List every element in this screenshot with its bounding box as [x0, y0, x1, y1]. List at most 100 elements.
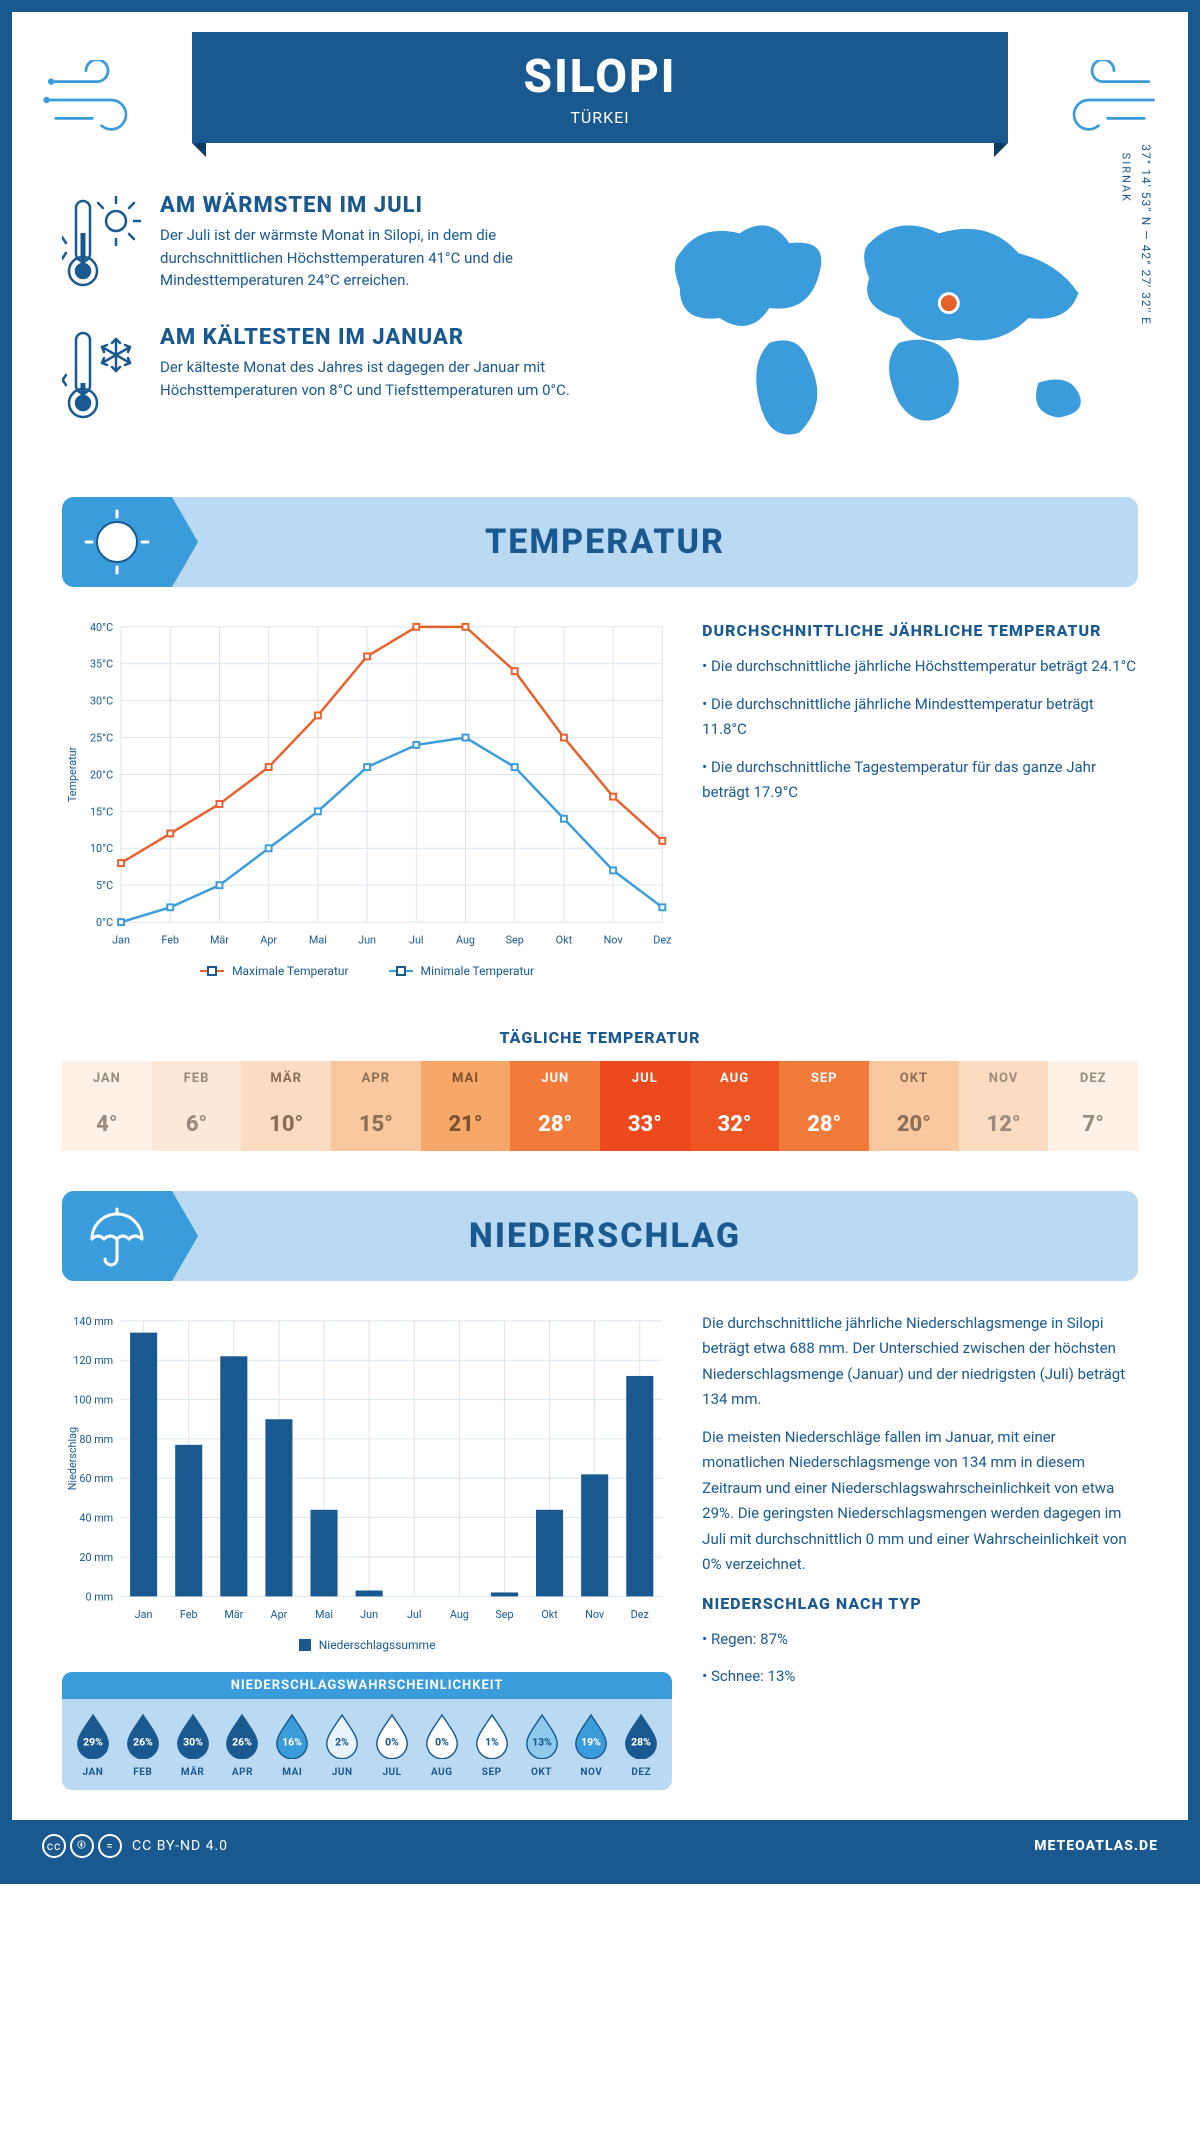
svg-text:Nov: Nov: [585, 1608, 605, 1621]
temp-text-title: DURCHSCHNITTLICHE JÄHRLICHE TEMPERATUR: [702, 617, 1138, 644]
precip-paragraph: Die meisten Niederschläge fallen im Janu…: [702, 1425, 1138, 1578]
precip-type-bullet: • Regen: 87%: [702, 1627, 1138, 1653]
svg-text:Apr: Apr: [271, 1608, 288, 1621]
precip-drop: 0%AUG: [417, 1711, 467, 1778]
svg-text:20 mm: 20 mm: [79, 1551, 113, 1564]
svg-text:Dez: Dez: [653, 934, 671, 947]
svg-text:28%: 28%: [631, 1735, 651, 1748]
precipitation-bar-chart: 0 mm20 mm40 mm60 mm80 mm100 mm120 mm140 …: [62, 1311, 672, 1626]
svg-text:140 mm: 140 mm: [73, 1314, 113, 1327]
svg-text:1%: 1%: [485, 1735, 499, 1748]
coordinates: 37° 14' 53'' N — 42° 27' 32'' E: [1139, 144, 1153, 325]
warmest-fact: AM WÄRMSTEN IM JULI Der Juli ist der wär…: [62, 193, 610, 297]
svg-text:Nov: Nov: [604, 934, 624, 947]
svg-text:Niederschlag: Niederschlag: [66, 1427, 79, 1490]
svg-text:Sep: Sep: [495, 1608, 513, 1621]
temp-bullet: • Die durchschnittliche Tagestemperatur …: [702, 755, 1138, 806]
svg-text:Feb: Feb: [161, 934, 179, 947]
svg-text:0 mm: 0 mm: [85, 1590, 113, 1603]
country-name: TÜRKEI: [192, 108, 1008, 127]
svg-text:26%: 26%: [233, 1735, 253, 1748]
svg-text:10°C: 10°C: [90, 842, 113, 855]
temperature-legend: Maximale Temperatur Minimale Temperatur: [62, 964, 672, 978]
daily-temp-cell: APR15°: [331, 1061, 421, 1151]
precip-drop: 19%NOV: [566, 1711, 616, 1778]
temperature-line-chart: 0°C5°C10°C15°C20°C25°C30°C35°C40°CJanFeb…: [62, 617, 672, 952]
coldest-fact: AM KÄLTESTEN IM JANUAR Der kälteste Mona…: [62, 325, 610, 429]
daily-temp-cell: JUN28°: [510, 1061, 600, 1151]
daily-temp-cell: SEP28°: [779, 1061, 869, 1151]
svg-text:60 mm: 60 mm: [79, 1472, 113, 1485]
precip-drop: 1%SEP: [467, 1711, 517, 1778]
svg-text:25°C: 25°C: [90, 731, 113, 744]
svg-text:Sep: Sep: [506, 934, 524, 947]
daily-temp-cell: FEB6°: [152, 1061, 242, 1151]
svg-text:Jul: Jul: [407, 1608, 422, 1621]
svg-text:Apr: Apr: [260, 934, 277, 947]
coldest-text: Der kälteste Monat des Jahres ist dagege…: [160, 356, 610, 401]
svg-text:Mär: Mär: [224, 1608, 243, 1621]
temp-bullet: • Die durchschnittliche jährliche Höchst…: [702, 654, 1138, 680]
umbrella-icon: [82, 1201, 152, 1271]
svg-text:19%: 19%: [581, 1735, 601, 1748]
svg-text:Temperatur: Temperatur: [66, 746, 79, 802]
daily-temp-title: TÄGLICHE TEMPERATUR: [12, 1028, 1188, 1047]
svg-text:Jun: Jun: [360, 1608, 378, 1621]
svg-text:29%: 29%: [83, 1735, 103, 1748]
svg-text:Dez: Dez: [631, 1608, 649, 1621]
svg-text:Okt: Okt: [556, 934, 573, 947]
precip-drop: 2%JUN: [317, 1711, 367, 1778]
precipitation-section-header: NIEDERSCHLAG: [62, 1191, 1138, 1281]
temp-bullet: • Die durchschnittliche jährliche Mindes…: [702, 692, 1138, 743]
precip-type-title: NIEDERSCHLAG NACH TYP: [702, 1590, 1138, 1617]
daily-temp-cell: JUL33°: [600, 1061, 690, 1151]
daily-temp-cell: MAI21°: [421, 1061, 511, 1151]
svg-text:80 mm: 80 mm: [79, 1432, 113, 1445]
svg-text:100 mm: 100 mm: [73, 1393, 113, 1406]
svg-text:Jan: Jan: [135, 1608, 153, 1621]
svg-text:Feb: Feb: [180, 1608, 198, 1621]
svg-text:Jul: Jul: [409, 934, 424, 947]
svg-text:0%: 0%: [385, 1735, 399, 1748]
svg-text:Jan: Jan: [112, 934, 130, 947]
daily-temperature-strip: JAN4°FEB6°MÄR10°APR15°MAI21°JUN28°JUL33°…: [62, 1061, 1138, 1151]
precip-drop: 0%JUL: [367, 1711, 417, 1778]
precipitation-probability-panel: NIEDERSCHLAGSWAHRSCHEINLICHKEIT 29%JAN26…: [62, 1672, 672, 1790]
thermometer-sun-icon: [62, 193, 142, 297]
city-name: SILOPI: [192, 50, 1008, 104]
site-label: METEOATLAS.DE: [1034, 1838, 1158, 1854]
precipitation-title: NIEDERSCHLAG: [172, 1216, 1138, 1256]
svg-text:16%: 16%: [282, 1735, 302, 1748]
temperature-section-header: TEMPERATUR: [62, 497, 1138, 587]
license-label: CC BY-ND 4.0: [132, 1838, 228, 1854]
precip-drop: 26%APR: [218, 1711, 268, 1778]
region-label: SIRNAK: [1119, 153, 1132, 203]
precip-paragraph: Die durchschnittliche jährliche Niedersc…: [702, 1311, 1138, 1413]
wind-icon: [1048, 60, 1158, 144]
wind-icon: [42, 60, 152, 144]
daily-temp-cell: AUG32°: [690, 1061, 780, 1151]
precip-drop: 13%OKT: [517, 1711, 567, 1778]
precip-drop: 29%JAN: [68, 1711, 118, 1778]
svg-text:Mai: Mai: [315, 1608, 333, 1621]
warmest-text: Der Juli ist der wärmste Monat in Silopi…: [160, 224, 610, 292]
svg-text:30%: 30%: [183, 1735, 203, 1748]
warmest-title: AM WÄRMSTEN IM JULI: [160, 193, 610, 218]
svg-text:5°C: 5°C: [96, 879, 113, 892]
world-map: [640, 193, 1138, 457]
svg-text:30°C: 30°C: [90, 695, 113, 708]
precip-type-bullet: • Schnee: 13%: [702, 1664, 1138, 1690]
precip-drop: 30%MÄR: [168, 1711, 218, 1778]
daily-temp-cell: JAN4°: [62, 1061, 152, 1151]
svg-text:35°C: 35°C: [90, 658, 113, 671]
svg-text:Mär: Mär: [210, 934, 229, 947]
svg-text:Mai: Mai: [309, 934, 327, 947]
daily-temp-cell: OKT20°: [869, 1061, 959, 1151]
precip-drop: 26%FEB: [118, 1711, 168, 1778]
precip-prob-title: NIEDERSCHLAGSWAHRSCHEINLICHKEIT: [62, 1672, 672, 1699]
daily-temp-cell: DEZ7°: [1048, 1061, 1138, 1151]
cc-icon: cc🅯=: [42, 1834, 122, 1858]
coldest-title: AM KÄLTESTEN IM JANUAR: [160, 325, 610, 350]
svg-text:15°C: 15°C: [90, 805, 113, 818]
svg-text:120 mm: 120 mm: [73, 1354, 113, 1367]
